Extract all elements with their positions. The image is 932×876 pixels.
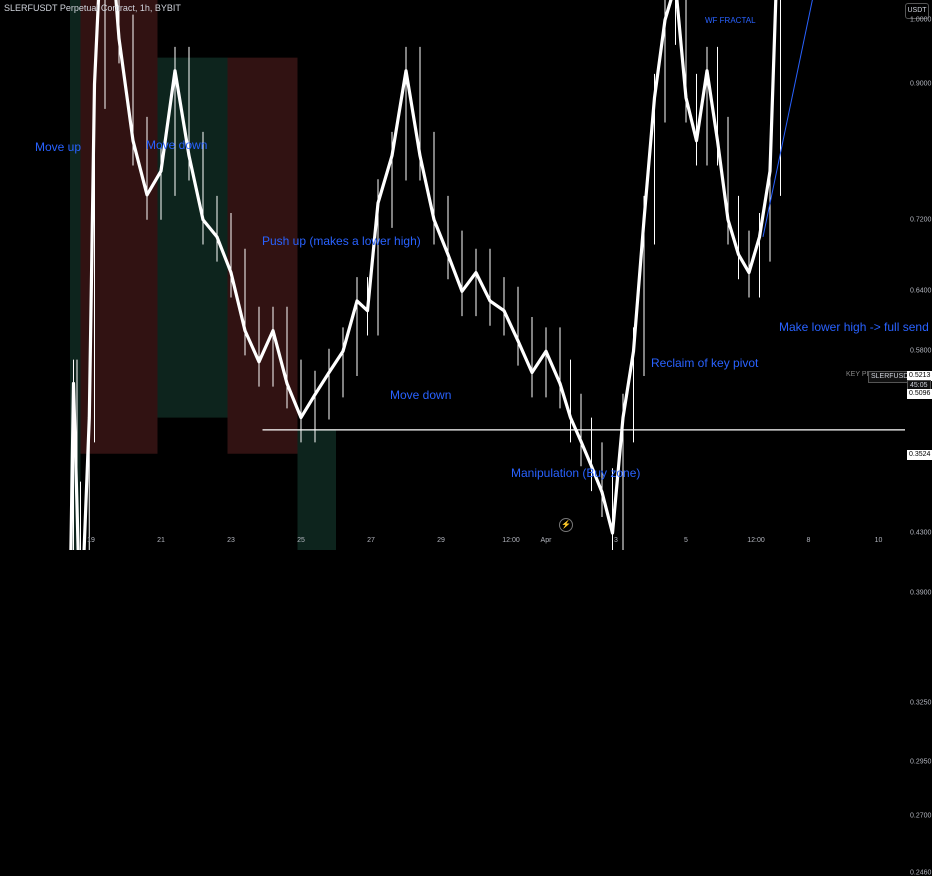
x-tick-label: 12:00 bbox=[502, 537, 520, 544]
y-tick-label: 0.9000 bbox=[910, 80, 932, 88]
symbol-title: SLERFUSDT Perpetual Contract, 1h, BYBIT bbox=[4, 3, 181, 13]
y-tick-label: 0.6400 bbox=[910, 287, 932, 295]
x-tick-label: 5 bbox=[684, 537, 688, 544]
y-tick-label: 0.4300 bbox=[910, 529, 932, 537]
x-tick-label: 25 bbox=[297, 537, 305, 544]
key-pivot-text: KEY PI bbox=[846, 371, 869, 378]
zone-3 bbox=[227, 57, 298, 454]
y-tick-label: 0.3900 bbox=[910, 589, 932, 596]
y-tick-label: 0.2460 bbox=[910, 869, 932, 876]
x-tick-label: 3 bbox=[614, 537, 618, 544]
x-tick-label: 8 bbox=[806, 537, 811, 544]
zone-0 bbox=[70, 0, 81, 550]
x-tick-label: 27 bbox=[367, 537, 375, 544]
x-tick-label: 12:00 bbox=[747, 537, 765, 544]
annotation-reclaim: Reclaim of key pivot bbox=[651, 356, 759, 370]
x-tick-label: 10 bbox=[874, 537, 883, 544]
annotation-move-down-1: Move down bbox=[146, 138, 208, 152]
zone-4 bbox=[297, 429, 336, 550]
annotation-manipulation: Manipulation (Buy zone) bbox=[511, 466, 641, 480]
x-tick-label: Apr bbox=[540, 537, 552, 544]
annotation-wf-fractal: WF FRACTAL bbox=[705, 16, 756, 25]
x-tick-label: 29 bbox=[437, 537, 445, 544]
x-tick-label: 21 bbox=[157, 537, 165, 544]
annotation-move-up: Move up bbox=[35, 140, 82, 154]
y-tick-label: 0.2950 bbox=[910, 758, 932, 766]
lightning-icon[interactable]: ⚡ bbox=[559, 518, 573, 532]
x-tick-label: 19 bbox=[87, 537, 95, 544]
y-tick-label: 1.0000 bbox=[910, 16, 932, 24]
y-tick-label: 0.5800 bbox=[910, 347, 932, 355]
y-tick-label: 0.7200 bbox=[910, 216, 932, 224]
annotation-push-up: Push up (makes a lower high) bbox=[262, 234, 421, 248]
trend-line[interactable] bbox=[762, 0, 896, 237]
annotation-move-down-2: Move down bbox=[390, 388, 452, 402]
x-tick-label: 23 bbox=[227, 537, 235, 544]
annotation-lower-high: Make lower high -> full send bbox=[779, 320, 929, 334]
range-low-label: 0.3524 bbox=[907, 450, 932, 460]
price-chart[interactable] bbox=[0, 0, 932, 550]
y-tick-label: 0.3250 bbox=[910, 699, 932, 707]
currency-label[interactable]: USDT bbox=[905, 3, 929, 19]
current-price-label: 0.5213 bbox=[907, 371, 932, 381]
y-tick-label: 0.2700 bbox=[910, 812, 932, 820]
key-pivot-label: 0.5096 bbox=[907, 389, 932, 399]
